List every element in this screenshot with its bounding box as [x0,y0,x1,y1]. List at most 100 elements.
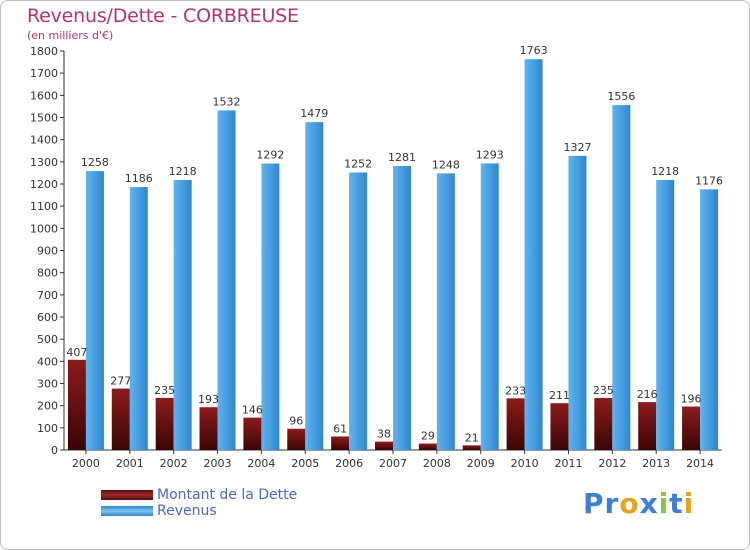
bar-debt-2003 [199,407,218,450]
value-labels-group: 407 1258 277 1186 235 1218 193 1532 146 1292 96 147… [66,44,723,444]
bars-group [67,59,719,451]
bar-debt-2014 [682,406,701,450]
label-debt-2002: 235 [154,384,175,397]
label-debt-2007: 38 [377,428,391,441]
bar-debt-2009 [462,445,481,450]
chart-title: Revenus/Dette - CORBREUSE [27,5,299,27]
y-tick-label-500: 500 [37,333,58,346]
x-tick-label-2003: 2003 [204,457,232,470]
bar-revenus-2009 [480,163,499,450]
label-debt-2001: 277 [110,375,131,388]
logo-letter-2: o [619,487,640,520]
legend-swatch-revenus [101,506,153,516]
legend-item-debt: Montant de la Dette [101,487,297,503]
bar-revenus-2006 [349,172,368,450]
y-tick-label-1000: 1000 [30,222,58,235]
label-revenus-2006: 1252 [344,157,372,170]
x-tick-label-2004: 2004 [247,457,275,470]
bar-debt-2006 [331,436,350,450]
bar-revenus-2011 [568,155,587,450]
bar-revenus-2010 [524,59,543,451]
logo-letter-4: i [658,487,670,520]
bar-revenus-2002 [173,180,192,450]
y-tick-label-0: 0 [51,444,58,457]
bar-revenus-2003 [217,110,236,450]
x-tick-label-2006: 2006 [335,457,363,470]
label-revenus-2002: 1218 [169,165,197,178]
bar-debt-2007 [375,441,393,450]
bar-debt-2008 [418,443,437,450]
bar-revenus-2014 [700,189,719,450]
label-debt-2014: 196 [681,393,702,406]
bar-debt-2000 [67,359,86,450]
y-tick-label-1400: 1400 [30,134,58,147]
bar-debt-2012 [594,397,613,450]
legend-label-revenus: Revenus [157,503,217,519]
label-debt-2008: 29 [421,430,435,443]
bar-revenus-2000 [85,171,104,451]
label-revenus-2014: 1176 [695,174,723,187]
label-debt-2000: 407 [66,346,87,359]
label-debt-2005: 96 [289,415,303,428]
label-revenus-2011: 1327 [563,141,591,154]
x-tick-label-2011: 2011 [554,457,582,470]
x-tick-label-2012: 2012 [598,457,626,470]
y-tick-label-800: 800 [37,267,58,280]
legend-swatch-debt [101,490,153,500]
logo-letter-1: r [604,487,620,520]
bar-revenus-2001 [129,187,148,450]
y-tick-label-1700: 1700 [30,67,58,80]
y-tick-label-400: 400 [37,355,58,368]
x-tick-label-2005: 2005 [291,457,319,470]
label-debt-2004: 146 [242,404,263,417]
bar-debt-2002 [155,397,174,450]
label-debt-2011: 211 [549,389,570,402]
x-tick-label-2001: 2001 [116,457,144,470]
label-revenus-2008: 1248 [432,158,460,171]
y-tick-label-700: 700 [37,289,58,302]
y-tick-label-200: 200 [37,400,58,413]
bar-debt-2005 [287,428,306,450]
label-revenus-2001: 1186 [125,172,153,185]
label-revenus-2012: 1556 [607,90,635,103]
label-revenus-2003: 1532 [213,95,241,108]
y-tick-label-1300: 1300 [30,156,58,169]
label-revenus-2005: 1479 [300,107,328,120]
x-tick-label-2010: 2010 [511,457,539,470]
bar-revenus-2013 [656,180,675,450]
legend-label-debt: Montant de la Dette [157,487,298,503]
chart-subtitle: (en milliers d'€) [27,29,114,42]
y-tick-label-1600: 1600 [30,89,58,102]
y-tick-label-1500: 1500 [30,112,58,125]
legend: Montant de la Dette Revenus [101,487,297,519]
x-tick-label-2008: 2008 [423,457,451,470]
label-revenus-2004: 1292 [256,149,284,162]
logo-letter-5: t [669,487,684,520]
y-tick-label-300: 300 [37,378,58,391]
label-debt-2010: 233 [505,384,526,397]
bar-debt-2001 [111,388,130,450]
label-revenus-2010: 1763 [520,44,548,57]
label-revenus-2000: 1258 [81,156,109,169]
x-tick-label-2009: 2009 [467,457,495,470]
bar-revenus-2007 [393,166,411,451]
label-revenus-2013: 1218 [651,165,679,178]
y-tick-label-1800: 1800 [30,45,58,58]
y-tick-label-1200: 1200 [30,178,58,191]
bar-debt-2010 [506,398,525,450]
bar-revenus-2012 [612,105,631,450]
bar-revenus-2008 [436,173,455,451]
label-debt-2006: 61 [333,422,347,435]
y-tick-label-1100: 1100 [30,200,58,213]
y-tick-label-900: 900 [37,245,58,258]
logo-letter-0: P [583,487,605,520]
y-tick-label-100: 100 [37,422,58,435]
x-tick-label-2013: 2013 [642,457,670,470]
label-debt-2012: 235 [593,384,614,397]
x-tick-label-2002: 2002 [160,457,188,470]
label-debt-2003: 193 [198,393,219,406]
label-debt-2009: 21 [465,431,479,444]
y-tick-label-600: 600 [37,311,58,324]
